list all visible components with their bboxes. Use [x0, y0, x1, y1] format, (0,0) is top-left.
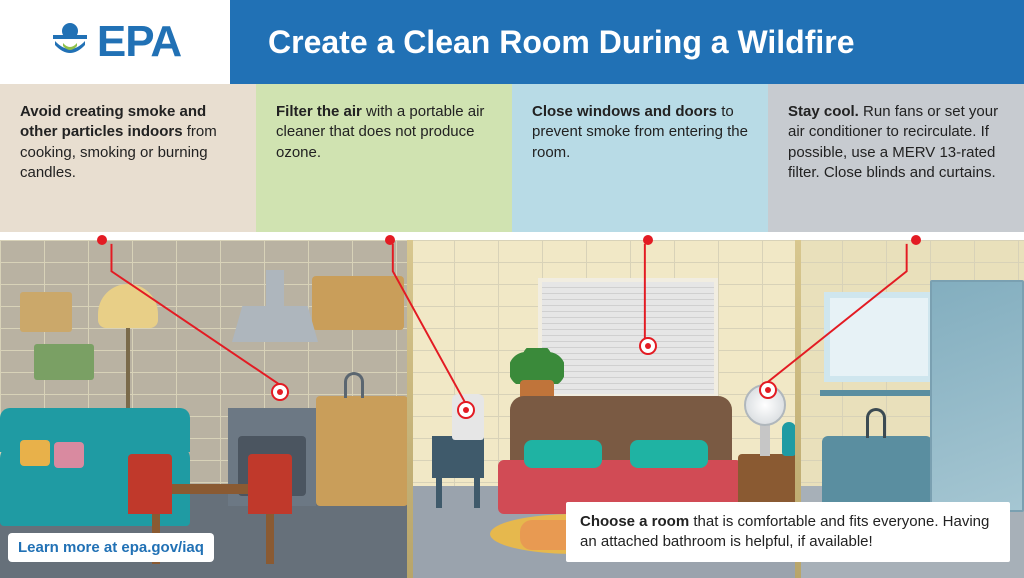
- tip-1: Avoid creating smoke and other particles…: [0, 84, 256, 232]
- pillow: [20, 440, 50, 466]
- bathroom-mirror: [824, 292, 934, 382]
- choose-room-callout: Choose a room that is comfortable and fi…: [566, 502, 1010, 563]
- wall-divider: [407, 240, 413, 578]
- vase: [782, 422, 796, 456]
- bedroom-window: [538, 278, 718, 398]
- pointer-target: [457, 401, 475, 419]
- tip-2-bold: Filter the air: [276, 103, 362, 120]
- tip-1-bold: Avoid creating smoke and other particles…: [20, 103, 206, 140]
- tip-2: Filter the air with a portable air clean…: [256, 84, 512, 232]
- page-title: Create a Clean Room During a Wildfire: [268, 24, 854, 61]
- header: EPA Create a Clean Room During a Wildfir…: [0, 0, 1024, 84]
- tip-4-bold: Stay cool.: [788, 103, 859, 120]
- fan-stand: [760, 422, 770, 456]
- wall-art: [34, 344, 94, 380]
- tip-3: Close windows and doors to prevent smoke…: [512, 84, 768, 232]
- pillow: [54, 442, 84, 468]
- epa-logo: EPA: [0, 0, 230, 84]
- dining-chair: [128, 454, 172, 514]
- pointer-target: [759, 381, 777, 399]
- dining-chair: [248, 454, 292, 514]
- pointer-dot: [643, 235, 653, 245]
- tips-row: Avoid creating smoke and other particles…: [0, 84, 1024, 232]
- upper-cabinet: [312, 276, 404, 330]
- pointer-target: [271, 383, 289, 401]
- shower: [930, 280, 1024, 512]
- range-hood: [232, 306, 318, 342]
- pointer-dot: [97, 235, 107, 245]
- epa-logo-icon: [49, 21, 91, 63]
- bed-pillow: [630, 440, 708, 468]
- choose-room-bold: Choose a room: [580, 513, 689, 530]
- pointer-target: [639, 337, 657, 355]
- wall-art: [20, 292, 72, 332]
- hood-duct: [266, 270, 284, 310]
- title-box: Create a Clean Room During a Wildfire: [230, 0, 1024, 84]
- faucet: [344, 372, 364, 398]
- sink-faucet: [866, 408, 886, 438]
- tip-3-bold: Close windows and doors: [532, 103, 717, 120]
- epa-logo-text: EPA: [97, 17, 181, 67]
- pointer-dot: [911, 235, 921, 245]
- pointer-dot: [385, 235, 395, 245]
- plant: [510, 348, 564, 384]
- bed-pillow: [524, 440, 602, 468]
- counter: [316, 396, 408, 506]
- side-table: [432, 436, 484, 478]
- scene: Learn more at epa.gov/iaq Choose a room …: [0, 232, 1024, 578]
- learn-more-link[interactable]: Learn more at epa.gov/iaq: [8, 533, 214, 562]
- bathroom-shelf: [820, 390, 940, 396]
- tip-4: Stay cool. Run fans or set your air cond…: [768, 84, 1024, 232]
